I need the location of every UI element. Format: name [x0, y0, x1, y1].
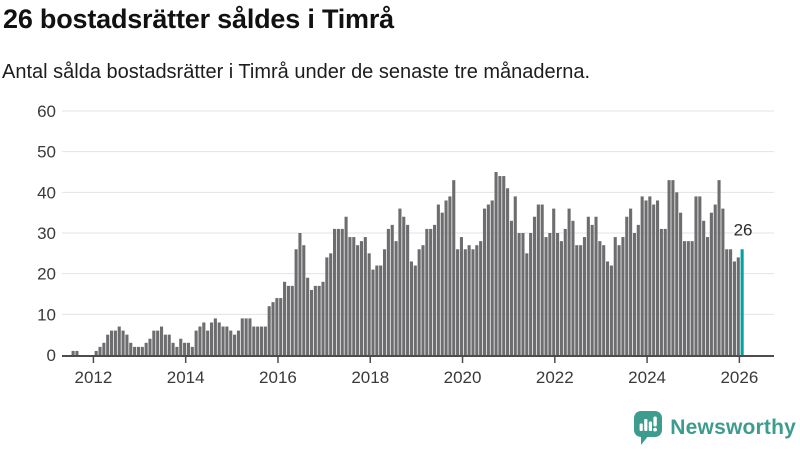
newsworthy-wordmark: Newsworthy — [670, 416, 796, 439]
svg-text:0: 0 — [47, 346, 56, 365]
svg-text:20: 20 — [37, 265, 56, 284]
svg-text:40: 40 — [37, 183, 56, 202]
svg-text:2012: 2012 — [75, 368, 113, 387]
svg-text:30: 30 — [37, 224, 56, 243]
newsworthy-icon — [634, 411, 663, 445]
newsworthy-logo: Newsworthy — [633, 409, 796, 447]
svg-text:50: 50 — [37, 143, 56, 162]
highlight-value-label: 26 — [734, 220, 753, 239]
page-title: 26 bostadsrätter såldes i Timrå — [3, 4, 394, 34]
svg-text:2018: 2018 — [351, 368, 389, 387]
svg-text:2024: 2024 — [628, 368, 666, 387]
page-subtitle: Antal sålda bostadsrätter i Timrå under … — [2, 61, 591, 83]
svg-text:2014: 2014 — [167, 368, 205, 387]
svg-text:2016: 2016 — [259, 368, 297, 387]
svg-text:60: 60 — [37, 102, 56, 121]
bar-chart: 0 10 20 30 40 50 60 2012 2014 2016 2018 2020 2022 202… — [0, 90, 800, 402]
bar-chart-canvas: 0 10 20 30 40 50 60 2012 2014 2016 2018 2020 2022 202… — [37, 102, 774, 387]
svg-text:2026: 2026 — [720, 368, 758, 387]
svg-text:2020: 2020 — [444, 368, 482, 387]
svg-text:10: 10 — [37, 305, 56, 324]
svg-text:2022: 2022 — [536, 368, 574, 387]
